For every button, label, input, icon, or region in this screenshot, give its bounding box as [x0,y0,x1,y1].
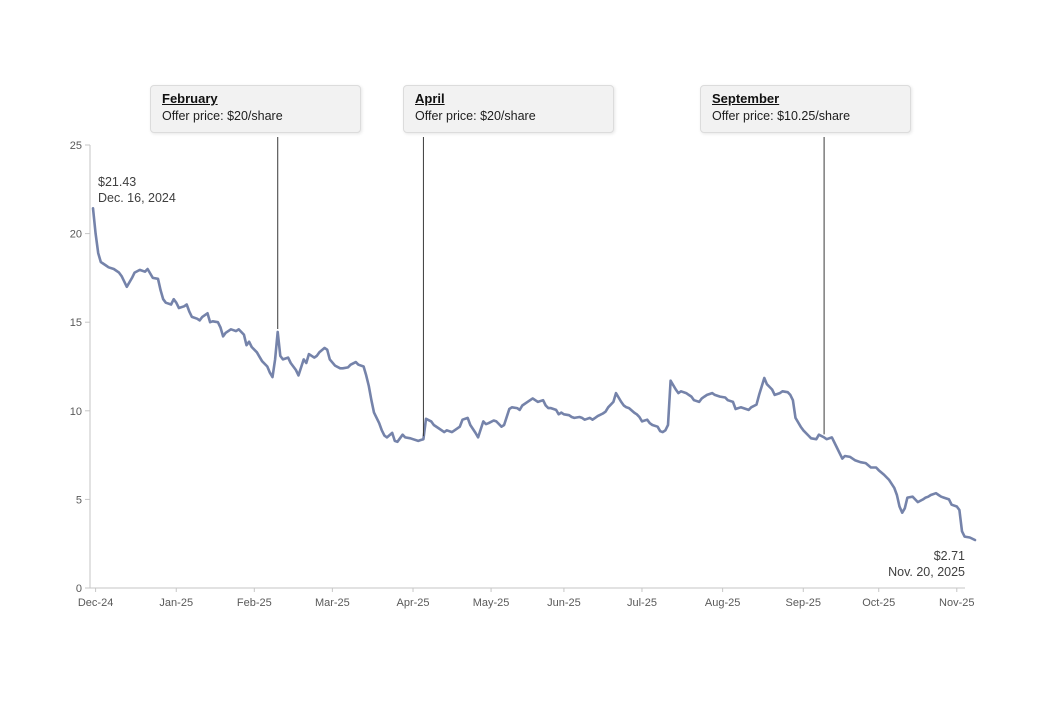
event-title: February [162,91,218,106]
x-tick-label: Oct-25 [862,597,895,609]
event-detail: Offer price: $20/share [415,109,536,123]
x-tick-label: Mar-25 [315,597,350,609]
y-tick-label: 5 [76,494,82,506]
event-card-february: February Offer price: $20/share [150,85,361,133]
axes: 0 5 10 15 20 25 Dec-24 Jan-25 Feb-25 Mar-25 Apr-25… [70,140,975,609]
y-tick-label: 0 [76,583,82,595]
price-line-series [91,207,977,542]
y-tick-label: 10 [70,406,82,418]
x-tick-label: Feb-25 [237,597,272,609]
x-tick-label: Dec-24 [78,597,113,609]
x-tick-label: Jan-25 [159,597,193,609]
event-card-april: April Offer price: $20/share [403,85,614,133]
start-point-annotation: $21.43 Dec. 16, 2024 [98,174,176,206]
end-date-label: Nov. 20, 2025 [888,565,965,579]
event-title: September [712,91,780,106]
share-price-line [91,207,977,542]
x-tick-label: Sep-25 [786,597,821,609]
event-card-september: September Offer price: $10.25/share [700,85,911,133]
x-tick-label: May-25 [473,597,510,609]
x-tick-label: Jun-25 [547,597,581,609]
event-marker-lines [277,137,825,437]
event-detail: Offer price: $20/share [162,109,283,123]
y-tick-label: 15 [70,317,82,329]
start-price-label: $21.43 [98,175,137,189]
event-title: April [415,91,445,106]
x-tick-label: Aug-25 [705,597,740,609]
x-tick-label: Nov-25 [939,597,974,609]
x-tick-label: Jul-25 [627,597,657,609]
end-point-annotation: $2.71 Nov. 20, 2025 [888,548,965,580]
start-date-label: Dec. 16, 2024 [98,191,176,205]
end-price-label: $2.71 [933,549,965,563]
y-tick-label: 20 [70,229,82,241]
event-detail: Offer price: $10.25/share [712,109,851,123]
y-tick-label: 25 [70,140,82,152]
x-tick-label: Apr-25 [397,597,430,609]
